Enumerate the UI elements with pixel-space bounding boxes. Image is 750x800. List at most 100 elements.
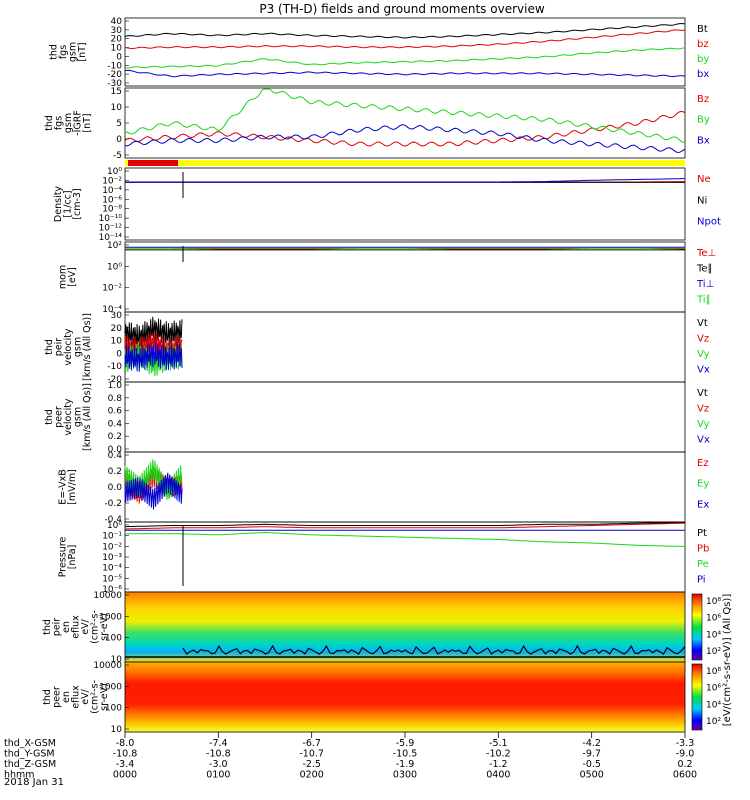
series-line-Ex — [124, 472, 183, 510]
y-axis-label: [nT] — [77, 42, 88, 61]
y-axis-label: eflux — [71, 615, 82, 639]
y-tick-label: 10⁻³ — [102, 553, 122, 563]
y-tick-label: 10⁰ — [107, 262, 122, 272]
y-axis-label: [1/cc] — [63, 190, 74, 217]
y-tick-label: 0 — [116, 349, 122, 359]
y-tick-label: 0.0 — [108, 483, 123, 493]
y-tick-label: 10⁻² — [102, 542, 122, 552]
legend-Ni: Ni — [697, 195, 707, 206]
y-tick-label: -20 — [107, 70, 122, 80]
legend-Vy: Vy — [697, 349, 710, 360]
x-tick-label: -7.4 — [209, 738, 228, 749]
panel-9: 10⁸ 10⁶ 10⁴ 10² 10000 1000 100 10 thdpeireneflux… — [42, 591, 721, 665]
legend-Ex: Ex — [697, 499, 709, 510]
x-tick-label: -3.4 — [116, 759, 135, 770]
series-line-By — [124, 88, 686, 143]
y-tick-label: 0.4 — [108, 419, 123, 429]
legend-Vt: Vt — [697, 388, 708, 399]
colorbar-tick-label: 10⁸ — [706, 667, 721, 677]
x-tick-label: -6.7 — [302, 738, 321, 749]
legend-Te∥: Te∥ — [696, 264, 713, 275]
y-axis-label: thd — [49, 44, 60, 60]
x-tick-label: -10.2 — [486, 749, 511, 760]
legend-Ti⊥: Ti⊥ — [696, 279, 714, 290]
y-tick-label: 0.4 — [108, 451, 123, 461]
plot-date: 2018 Jan 31 — [4, 777, 64, 788]
y-tick-label: 10⁰ — [107, 167, 122, 177]
quality-bar-red — [128, 160, 178, 166]
x-axis-row-label: thd_Y-GSM — [4, 749, 55, 760]
legend-Bt: Bt — [697, 24, 708, 35]
legend-Vy: Vy — [697, 419, 710, 430]
legend-Bz: Bz — [697, 94, 709, 105]
y-tick-label: -0.2 — [104, 499, 122, 509]
y-tick-label: 10⁻² — [102, 176, 122, 186]
x-tick-label: -1.9 — [396, 759, 415, 770]
y-tick-label: 20 — [111, 324, 123, 334]
series-line-Pb — [124, 522, 685, 530]
y-tick-label: 10⁻¹⁴ — [99, 233, 123, 243]
panel-frame — [124, 311, 686, 383]
y-tick-label: -20 — [107, 375, 122, 385]
panel-frame — [124, 17, 686, 87]
y-tick-label: 30 — [111, 311, 123, 321]
y-axis-label: (cm²-s- — [90, 680, 101, 714]
x-tick-label: 0200 — [300, 770, 324, 781]
y-axis-label: gsm — [63, 113, 74, 133]
y-tick-label: 0 — [116, 135, 122, 145]
y-axis-label: [eV] — [67, 267, 78, 287]
x-tick-label: 0400 — [486, 770, 510, 781]
y-tick-label: 10⁻¹⁰ — [99, 214, 123, 224]
spectrogram-electron — [125, 662, 685, 732]
y-axis-label: mom — [58, 265, 69, 289]
y-axis-label: sr-eV) — [99, 613, 110, 641]
y-tick-label: -5 — [113, 151, 122, 161]
x-tick-label: -4.2 — [582, 738, 601, 749]
x-tick-label: -0.5 — [582, 759, 601, 770]
y-tick-label: 1000 — [99, 612, 122, 622]
x-tick-label: -1.2 — [489, 759, 508, 770]
series-line-bz — [124, 29, 686, 50]
y-axis-label: eflux — [71, 685, 82, 709]
x-tick-label: -9.7 — [582, 749, 601, 760]
x-tick-label: -9.0 — [676, 749, 695, 760]
colorbar-tick-label: 10⁴ — [706, 630, 721, 640]
panel-frame — [124, 241, 686, 313]
plot-title: P3 (TH-D) fields and ground moments over… — [259, 2, 544, 16]
series-line-Npot — [125, 178, 685, 183]
y-tick-label: 5 — [116, 119, 122, 129]
y-tick-label: 10 — [111, 725, 123, 735]
panel-10: 10⁸ 10⁶ 10⁴ 10² 10000 1000 100 10 thdpeereneflux… — [42, 661, 721, 735]
legend-Npot: Npot — [697, 217, 721, 228]
panel-frame — [124, 167, 686, 241]
legend-Ez: Ez — [697, 458, 709, 469]
x-axis-row-label: thd_Z-GSM — [4, 759, 56, 770]
colorbar-tick-label: 10⁸ — [706, 597, 721, 607]
x-tick-label: 0300 — [393, 770, 417, 781]
y-axis-label: en — [61, 691, 72, 703]
y-tick-label: 10⁻⁶ — [102, 585, 122, 595]
series-line-Bz — [124, 110, 686, 147]
y-tick-label: 10000 — [93, 591, 122, 601]
y-axis-label: velocity — [63, 398, 74, 436]
y-tick-label: 10⁻⁴ — [102, 564, 122, 574]
x-tick-label: -10.8 — [206, 749, 231, 760]
colorbar-tick-label: 10² — [706, 647, 721, 657]
legend-Vz: Vz — [697, 404, 709, 415]
legend-Vt: Vt — [697, 318, 708, 329]
y-tick-label: 10000 — [93, 661, 122, 671]
legend-Bx: Bx — [697, 135, 710, 146]
x-tick-label: -5.1 — [489, 738, 508, 749]
series-line-Bx — [124, 124, 686, 154]
y-axis-label: [nPa] — [67, 545, 78, 570]
y-tick-label: 10 — [111, 103, 123, 113]
legend-Pt: Pt — [697, 528, 707, 539]
legend-Pb: Pb — [697, 544, 709, 555]
y-axis-label: peir — [54, 338, 65, 357]
series-line-Bt — [124, 23, 686, 39]
y-axis-label: Pressure — [58, 537, 69, 578]
